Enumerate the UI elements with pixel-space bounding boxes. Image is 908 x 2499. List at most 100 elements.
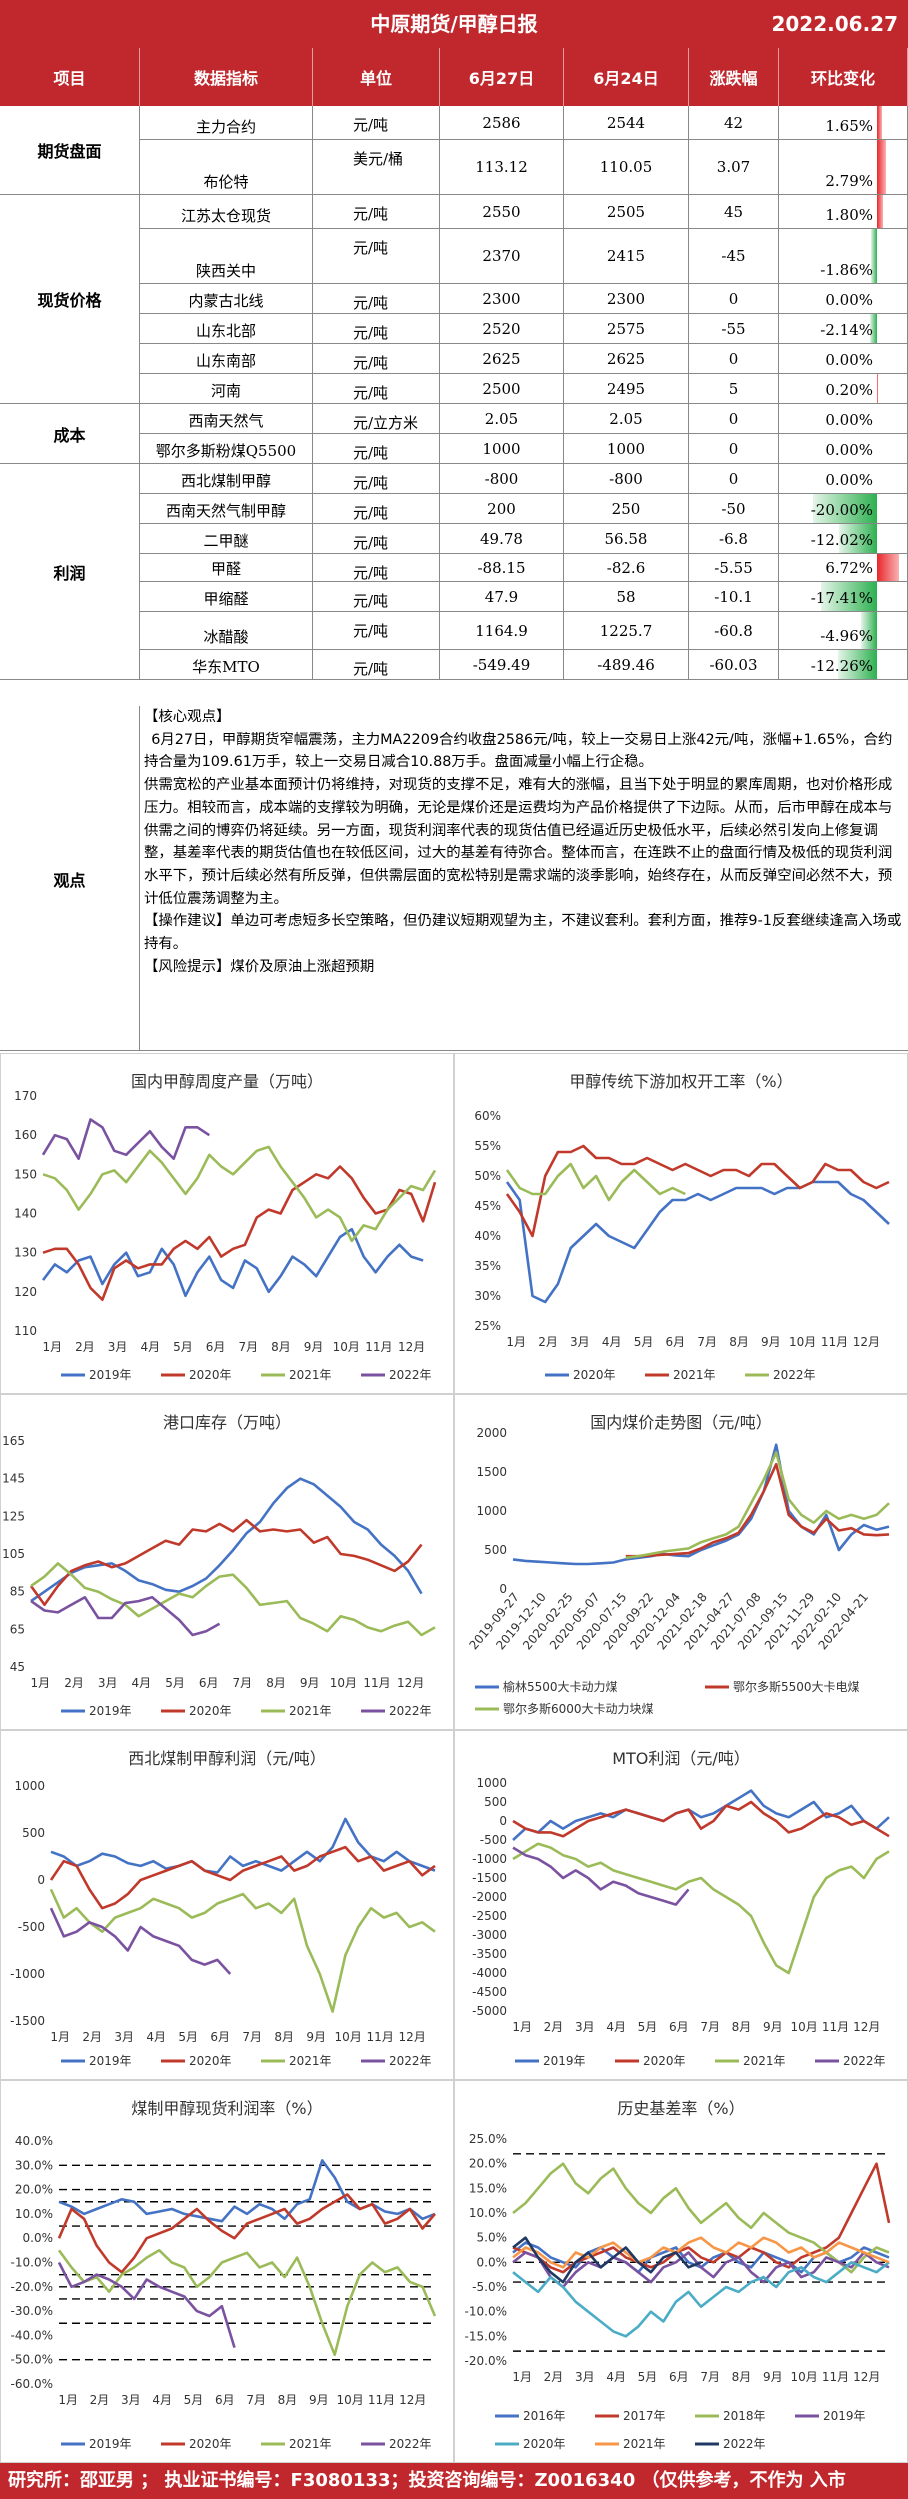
- chart-svg: -60.0% -50.0% -40.0% -30.0% -20.0% -10.0% 0.0%…: [11, 2134, 437, 2451]
- y-tick-label: 50%: [474, 1169, 501, 1183]
- diff-cell: -45: [689, 229, 779, 284]
- value-jun24-cell: 2575: [564, 314, 689, 344]
- legend-label: 2017年: [623, 2409, 666, 2423]
- y-tick-label: -3000: [472, 1928, 507, 1942]
- x-tick-label: 4月: [140, 1340, 160, 1354]
- unit-cell: 美元/桶: [313, 140, 440, 195]
- y-tick-label: 1000: [476, 1504, 507, 1518]
- y-tick-label: -10.0%: [465, 2305, 507, 2319]
- unit-cell: 元/吨: [313, 524, 440, 554]
- core-view-p1: 6月27日，甲醇期货窄幅震荡，主力MA2209合约收盘2586元/吨，较上一交易…: [144, 731, 893, 771]
- series-line: [512, 2236, 702, 2284]
- diff-cell: -10.1: [689, 582, 779, 612]
- change-bar: [837, 650, 877, 679]
- view-section: 观点 【核心观点】 6月27日，甲醇期货窄幅震荡，主力MA2209合约收盘258…: [0, 706, 908, 1051]
- y-tick-label: 170: [14, 1089, 37, 1103]
- group-label: 成本: [0, 404, 140, 464]
- chart-title: 甲醇传统下游加权开工率（%）: [569, 1072, 793, 1091]
- series-line: [30, 1477, 423, 1603]
- x-tick-label: 8月: [266, 1676, 286, 1690]
- x-tick-label: 3月: [575, 2370, 595, 2384]
- col-unit-header: 单位: [313, 48, 440, 106]
- y-tick-label: 25%: [474, 1319, 501, 1333]
- legend-label: 2016年: [523, 2409, 566, 2423]
- series-line: [505, 1162, 686, 1202]
- x-tick-label: 7月: [233, 1676, 253, 1690]
- y-tick-label: 125: [2, 1509, 25, 1523]
- x-tick-label: 9月: [309, 2393, 329, 2407]
- x-tick-label: 4月: [132, 1676, 152, 1690]
- op-text: 单边可考虑短多长空策略，但仍建议短期观望为主，不建议套利。套利方面，推荐9-1反…: [144, 913, 902, 953]
- series-line: [57, 2249, 437, 2357]
- x-tick-label: 12月: [397, 1676, 424, 1690]
- value-jun24-cell: -800: [564, 464, 689, 494]
- value-jun27-cell: 49.78: [440, 524, 564, 554]
- x-tick-label: 9月: [763, 2370, 783, 2384]
- legend-label: 2021年: [743, 2054, 786, 2068]
- report-title: 中原期货/甲醇日报: [370, 12, 538, 36]
- y-tick-label: -10.0%: [11, 2256, 53, 2270]
- x-tick-label: 8月: [271, 1340, 291, 1354]
- indicator-cell: 布伦特: [140, 140, 313, 195]
- y-tick-label: -50.0%: [11, 2353, 53, 2367]
- x-tick-label: 11月: [822, 2370, 849, 2384]
- x-tick-label: 4月: [152, 2393, 172, 2407]
- y-tick-label: 110: [14, 1324, 37, 1338]
- change-cell: 6.72%: [779, 554, 908, 582]
- change-pct-text: -2.14%: [820, 321, 873, 339]
- y-tick-label: 55%: [474, 1139, 501, 1153]
- y-tick-label: -1500: [472, 1871, 507, 1885]
- change-pct-text: 1.80%: [825, 206, 873, 224]
- risk-title: 【风险提示】: [144, 958, 231, 975]
- change-pct-text: -4.96%: [820, 627, 873, 645]
- unit-cell: 元/吨: [313, 612, 440, 650]
- legend-label: 2018年: [723, 2409, 766, 2423]
- change-pct-text: 2.79%: [825, 172, 873, 190]
- chart-title: 港口库存（万吨）: [162, 1413, 291, 1432]
- x-tick-label: 3月: [98, 1676, 118, 1690]
- series-line: [57, 2261, 236, 2348]
- diff-cell: 5: [689, 374, 779, 404]
- x-tick-label: 9月: [763, 2020, 783, 2034]
- series-line: [42, 1145, 437, 1243]
- value-jun27-cell: -800: [440, 464, 564, 494]
- value-jun27-cell: 2550: [440, 195, 564, 229]
- change-cell: 0.00%: [779, 434, 908, 464]
- col-project-header: 项目: [0, 48, 140, 106]
- col-change-header: 环比变化: [779, 48, 908, 106]
- chart-c3: 45 65 85 105 125 145 165 1月 2月 3月 4月 5月 6月 7月 8月 9月 10月 1…: [0, 1394, 454, 1730]
- y-tick-label: 45: [10, 1660, 25, 1674]
- x-tick-label: 6月: [210, 2030, 230, 2044]
- diff-cell: 0: [689, 464, 779, 494]
- legend-label: 2021年: [289, 2054, 332, 2068]
- y-tick-label: 500: [484, 1543, 507, 1557]
- risk-text: 煤价及原油上涨超预期: [230, 958, 375, 975]
- diff-cell: 45: [689, 195, 779, 229]
- indicator-cell: 河南: [140, 374, 313, 404]
- chart-svg: -5000-4500-4000-3500-3000-2500-2000-1500…: [472, 1776, 890, 2068]
- unit-cell: 元/吨: [313, 464, 440, 494]
- legend-label: 2022年: [389, 1368, 432, 1382]
- indicator-cell: 甲醛: [140, 554, 313, 582]
- y-tick-label: 20.0%: [469, 2157, 507, 2171]
- y-tick-label: -1000: [472, 1852, 507, 1866]
- x-tick-label: 10月: [789, 1335, 816, 1349]
- y-tick-label: 145: [2, 1472, 25, 1486]
- change-bar: [838, 524, 877, 553]
- x-tick-label: 2月: [75, 1340, 95, 1354]
- x-tick-label: 3月: [570, 1335, 590, 1349]
- x-tick-label: 7月: [697, 1335, 717, 1349]
- diff-cell: 0: [689, 404, 779, 434]
- series-line: [512, 1443, 890, 1566]
- footer-disclaimer: 研究所：邵亚男 ； 执业证书编号：F3080133；投资咨询编号：Z001634…: [0, 2463, 908, 2499]
- y-tick-label: 160: [14, 1128, 37, 1142]
- chart-title: 国内甲醇周度产量（万吨）: [130, 1072, 323, 1091]
- indicator-cell: 西北煤制甲醇: [140, 464, 313, 494]
- legend-label: 2021年: [673, 1368, 716, 1382]
- value-jun27-cell: 2625: [440, 344, 564, 374]
- indicator-cell: 冰醋酸: [140, 612, 313, 650]
- y-tick-label: -4000: [472, 1966, 507, 1980]
- x-tick-label: 1月: [31, 1676, 51, 1690]
- y-tick-label: 0.0%: [23, 2231, 54, 2245]
- diff-cell: -60.03: [689, 650, 779, 680]
